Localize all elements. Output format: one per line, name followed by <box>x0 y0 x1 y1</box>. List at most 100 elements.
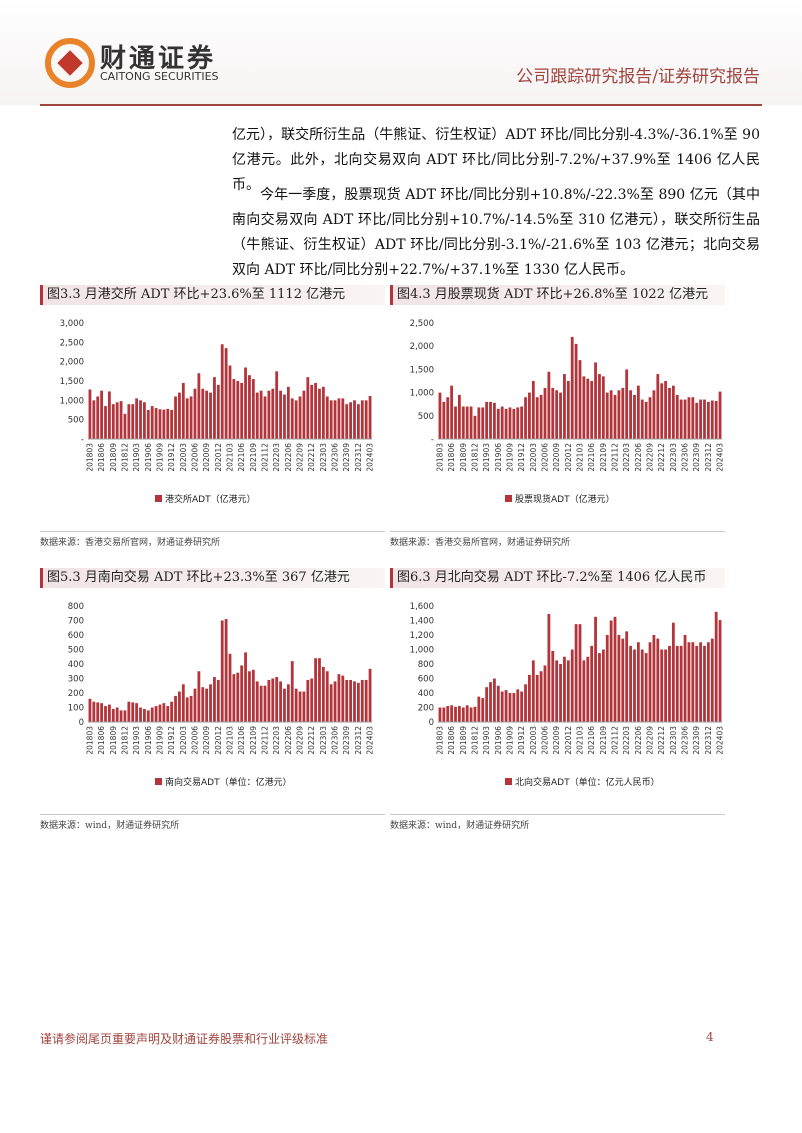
x-tick-label: 201909 <box>505 726 514 755</box>
bar <box>621 638 625 722</box>
x-tick-label: 201803 <box>85 443 94 472</box>
bar <box>582 660 586 722</box>
y-tick-label: 2,000 <box>410 342 434 352</box>
bar <box>174 695 177 722</box>
bar <box>446 706 450 722</box>
x-tick-label: 201903 <box>482 443 491 472</box>
bar <box>652 635 656 722</box>
bar <box>687 397 691 439</box>
bar <box>193 688 197 722</box>
bar <box>310 384 314 439</box>
source-rule <box>40 814 385 815</box>
y-tick-label: 1,000 <box>60 396 84 406</box>
bar <box>566 660 570 722</box>
bar <box>143 402 146 439</box>
bar <box>493 678 496 722</box>
bar <box>691 642 695 722</box>
bar <box>438 707 442 722</box>
bar <box>115 707 119 722</box>
bar <box>174 396 177 439</box>
bar <box>360 679 364 722</box>
legend-swatch <box>155 778 162 785</box>
bar <box>473 706 477 722</box>
y-tick-label: 3,000 <box>60 319 84 329</box>
bar <box>88 389 92 439</box>
chart-source: 数据来源：香港交易所官网，财通证券研究所 <box>390 538 571 548</box>
x-tick-label: 202106 <box>237 726 246 755</box>
bar <box>547 371 551 439</box>
x-tick-label: 202012 <box>214 726 223 755</box>
bar <box>119 401 123 439</box>
bar <box>609 390 613 439</box>
bar <box>524 684 527 722</box>
x-tick-label: 202006 <box>540 726 549 755</box>
x-tick-label: 202312 <box>704 726 713 755</box>
bar <box>528 674 531 722</box>
y-tick-label: 2,500 <box>60 338 84 348</box>
bar <box>613 616 617 722</box>
report-type: 公司跟踪研究报告/证券研究报告 <box>516 67 760 87</box>
x-tick-label: 202312 <box>704 443 713 472</box>
bar <box>197 671 201 722</box>
y-tick-label: 800 <box>418 660 434 670</box>
x-tick-label: 202303 <box>669 443 678 472</box>
bar <box>197 373 201 439</box>
bar <box>298 691 302 722</box>
bar <box>224 619 228 722</box>
bar <box>671 385 675 439</box>
bar <box>111 708 115 722</box>
bar <box>349 679 353 722</box>
bar <box>555 390 559 439</box>
bar <box>633 394 636 439</box>
x-tick-label: 202403 <box>716 726 725 755</box>
bar <box>644 401 648 439</box>
chart-source: 数据来源：wind，财通证券研究所 <box>40 821 180 831</box>
bar <box>668 387 671 439</box>
x-tick-label: 202212 <box>307 726 316 755</box>
x-tick-label: 201803 <box>435 443 444 472</box>
bar <box>675 645 679 722</box>
x-tick-label: 202403 <box>716 443 725 472</box>
x-tick-label: 202012 <box>564 443 573 472</box>
bar <box>100 703 104 722</box>
bar <box>213 377 216 439</box>
bar <box>92 400 96 439</box>
bar <box>586 378 590 439</box>
x-tick-label: 201906 <box>494 726 503 755</box>
bar <box>640 399 644 439</box>
x-tick-label: 202006 <box>190 726 199 755</box>
bar <box>469 406 473 439</box>
bar <box>170 410 174 439</box>
bar <box>500 691 504 722</box>
x-tick-label: 202009 <box>202 443 211 472</box>
bar <box>621 387 625 439</box>
bar <box>131 404 135 439</box>
bar <box>508 693 512 722</box>
x-tick-label: 202103 <box>576 443 585 472</box>
x-tick-label: 202209 <box>296 443 305 472</box>
x-tick-label: 202109 <box>599 443 608 472</box>
x-tick-label: 201809 <box>109 443 118 472</box>
bar <box>318 658 321 722</box>
bar <box>543 665 547 722</box>
bar <box>150 406 154 439</box>
x-tick-label: 202006 <box>540 443 549 472</box>
bar <box>512 408 516 439</box>
x-tick-label: 202003 <box>529 443 538 472</box>
bar <box>528 392 531 439</box>
bar <box>625 369 629 439</box>
legend-label: 南向交易ADT（单位：亿港元） <box>165 776 292 788</box>
x-tick-label: 201912 <box>167 443 176 472</box>
x-tick-label: 202206 <box>284 443 293 472</box>
x-tick-label: 202209 <box>646 443 655 472</box>
bar <box>520 691 524 722</box>
bar <box>617 390 621 439</box>
bar <box>220 344 224 439</box>
bar <box>551 650 555 722</box>
x-tick-label: 201909 <box>155 443 164 472</box>
x-tick-label: 201806 <box>447 726 456 755</box>
bar <box>539 394 543 439</box>
x-tick-label: 202309 <box>342 726 351 755</box>
bar <box>648 642 652 722</box>
y-tick-label: 700 <box>68 617 84 627</box>
